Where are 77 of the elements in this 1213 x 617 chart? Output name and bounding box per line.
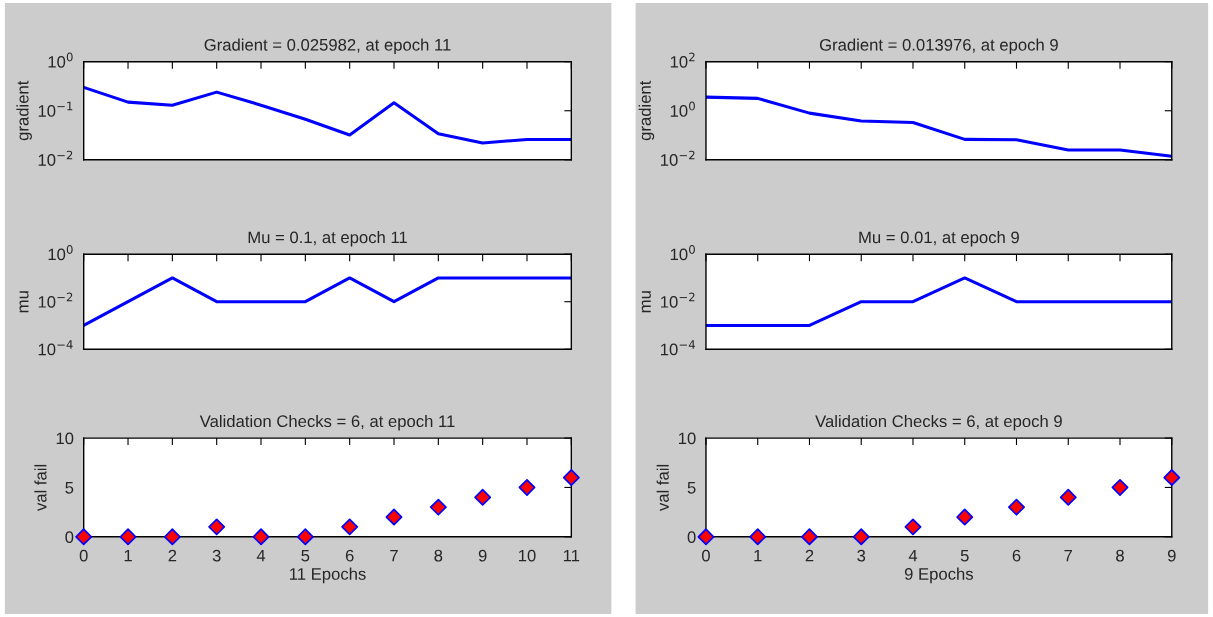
- x-tick-label: 1: [754, 549, 762, 562]
- x-axis-title: 11 Epochs: [290, 567, 366, 584]
- y-tick-label: 10$^{−2}$: [38, 292, 73, 308]
- y-axis-title: gradient: [638, 80, 655, 141]
- chart-title: Gradient = 0.013976, at epoch 9: [819, 38, 1058, 55]
- y-tick-label: 10$^{−4}$: [661, 340, 695, 356]
- y-tick-label: 10$^{−4}$: [38, 340, 73, 356]
- y-tick-label: 0: [65, 531, 74, 543]
- x-tick-label: 9: [1167, 549, 1176, 562]
- point: [429, 498, 447, 516]
- x-tick-label: 3: [857, 549, 866, 562]
- x-tick-label: 2: [805, 549, 814, 562]
- x-tick-label: 5: [301, 549, 310, 562]
- point: [163, 528, 181, 546]
- chart-title: Validation Checks = 6, at epoch 9: [815, 414, 1062, 431]
- x-tick-label: 8: [434, 549, 443, 562]
- y-axis-title: mu: [641, 291, 651, 313]
- chart-title: Gradient = 0.025982, at epoch 11: [204, 38, 451, 55]
- point: [296, 528, 314, 546]
- x-tick-label: 10: [519, 549, 536, 562]
- x-tick-label: 4: [908, 549, 918, 562]
- chart-title: Mu = 0.01, at epoch 9: [859, 231, 1019, 247]
- y-axis-title: val fail: [656, 464, 669, 511]
- point: [697, 528, 715, 546]
- point: [904, 518, 922, 536]
- chart-title: Mu = 0.1, at epoch 11: [248, 231, 407, 247]
- y-tick-label: 10$^{0}$: [48, 245, 73, 261]
- y-axis-title: mu: [19, 291, 29, 313]
- point: [852, 528, 870, 546]
- point: [474, 488, 492, 506]
- x-tick-label: 0: [701, 549, 710, 562]
- x-tick-label: 9: [478, 549, 487, 562]
- y-tick-label: 0: [687, 531, 696, 543]
- x-tick-label: 1: [124, 549, 132, 562]
- point: [1059, 488, 1077, 506]
- y-tick-label: 5: [687, 482, 696, 494]
- x-tick-label: 4: [256, 549, 266, 562]
- x-axis-title: 9 Epochs: [904, 567, 974, 584]
- point: [518, 478, 536, 496]
- point: [385, 508, 403, 526]
- y-tick-label: 10$^{0}$: [48, 52, 73, 68]
- point: [801, 528, 818, 546]
- point: [341, 518, 359, 536]
- x-tick-label: 2: [168, 549, 177, 562]
- point: [1008, 498, 1025, 516]
- y-axis-title: val fail: [34, 464, 47, 511]
- y-tick-label: 10$^{−2}$: [661, 150, 695, 166]
- y-tick-label: 10: [56, 432, 74, 445]
- y-axis-title: gradient: [16, 80, 32, 141]
- x-tick-label: 6: [345, 549, 354, 562]
- x-tick-label: 0: [79, 549, 88, 562]
- point: [1111, 478, 1129, 496]
- x-tick-label: 7: [1064, 549, 1073, 562]
- point: [208, 518, 226, 536]
- x-tick-label: 8: [1116, 549, 1124, 562]
- y-tick-label: 10$^{−2}$: [661, 292, 695, 308]
- x-tick-label: 5: [960, 549, 969, 562]
- point: [119, 528, 137, 546]
- y-tick-label: 10$^{−2}$: [38, 150, 73, 166]
- point: [1163, 469, 1181, 487]
- y-tick-label: 10: [678, 432, 696, 445]
- point: [956, 508, 974, 526]
- point: [252, 528, 270, 546]
- y-tick-label: 10$^{0}$: [670, 101, 695, 117]
- y-tick-label: 10$^{0}$: [670, 245, 695, 261]
- point: [75, 528, 93, 546]
- x-tick-label: 11: [563, 549, 580, 562]
- point: [562, 469, 580, 487]
- y-tick-label: 5: [65, 482, 74, 494]
- line-series: [83, 85, 572, 145]
- y-tick-label: 10$^{2}$: [670, 52, 695, 68]
- chart-title: Validation Checks = 6, at epoch 11: [199, 414, 455, 431]
- point: [749, 528, 767, 546]
- y-tick-label: 10$^{−1}$: [38, 101, 73, 117]
- x-tick-label: 6: [1012, 549, 1021, 562]
- x-tick-label: 3: [212, 549, 221, 562]
- x-tick-label: 7: [390, 549, 398, 562]
